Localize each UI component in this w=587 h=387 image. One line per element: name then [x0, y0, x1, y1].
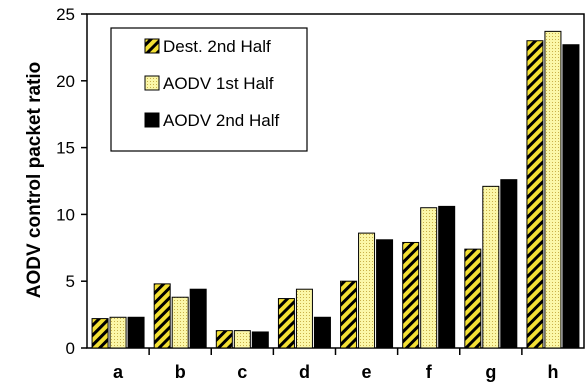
- x-tick-label: e: [362, 362, 372, 382]
- x-tick-label: b: [175, 362, 186, 382]
- legend-swatch: [144, 112, 160, 128]
- y-tick-label: 10: [56, 205, 75, 224]
- y-axis-title: AODV control packet ratio: [24, 62, 45, 299]
- bar-f-series-2: [420, 207, 438, 349]
- bar-e-series-3: [376, 239, 394, 349]
- legend-label: Dest. 2nd Half: [163, 37, 271, 56]
- y-tick-label: 5: [66, 272, 75, 291]
- bar-f-series-3: [438, 205, 456, 349]
- bar-f-series-1: [402, 241, 420, 349]
- bar-g-series-2: [482, 185, 500, 349]
- bar-e-series-1: [340, 280, 358, 349]
- bar-b-series-1: [153, 283, 171, 349]
- bar-g-series-3: [500, 179, 518, 349]
- bar-e-series-2: [358, 232, 376, 349]
- axes: 0 5 10 15 20 25 a b c d e f g h: [56, 5, 585, 382]
- legend-label: AODV 2nd Half: [163, 111, 279, 130]
- x-tick-label: f: [426, 362, 433, 382]
- x-tick-label: a: [113, 362, 124, 382]
- legend-swatch: [144, 38, 160, 54]
- y-tick-label: 20: [56, 72, 75, 91]
- x-tick-label: h: [547, 362, 558, 382]
- bar-d-series-2: [295, 288, 313, 349]
- x-tick-label: c: [237, 362, 247, 382]
- bar-c-series-2: [233, 330, 251, 349]
- y-tick-label: 25: [56, 5, 75, 24]
- bar-c-series-3: [251, 331, 269, 349]
- y-tick-label: 15: [56, 139, 75, 158]
- bar-b-series-3: [189, 288, 207, 349]
- bar-g-series-1: [464, 248, 482, 349]
- x-tick-label: g: [485, 362, 496, 382]
- bar-d-series-1: [277, 298, 295, 349]
- bars: [91, 30, 580, 349]
- legend-label: AODV 1st Half: [163, 74, 274, 93]
- bar-b-series-2: [171, 296, 189, 349]
- x-tick-label: d: [299, 362, 310, 382]
- legend-swatch: [144, 75, 160, 91]
- bar-a-series-3: [127, 316, 145, 349]
- bar-h-series-1: [526, 40, 544, 349]
- bar-a-series-2: [109, 316, 127, 349]
- bar-a-series-1: [91, 318, 109, 349]
- bar-c-series-1: [215, 330, 233, 349]
- bar-d-series-3: [313, 316, 331, 349]
- bar-h-series-2: [544, 30, 562, 349]
- legend: Dest. 2nd Half AODV 1st Half AODV 2nd Half: [110, 27, 308, 152]
- legend-box: [110, 27, 308, 152]
- y-tick-label: 0: [66, 339, 75, 358]
- bar-h-series-3: [562, 44, 580, 349]
